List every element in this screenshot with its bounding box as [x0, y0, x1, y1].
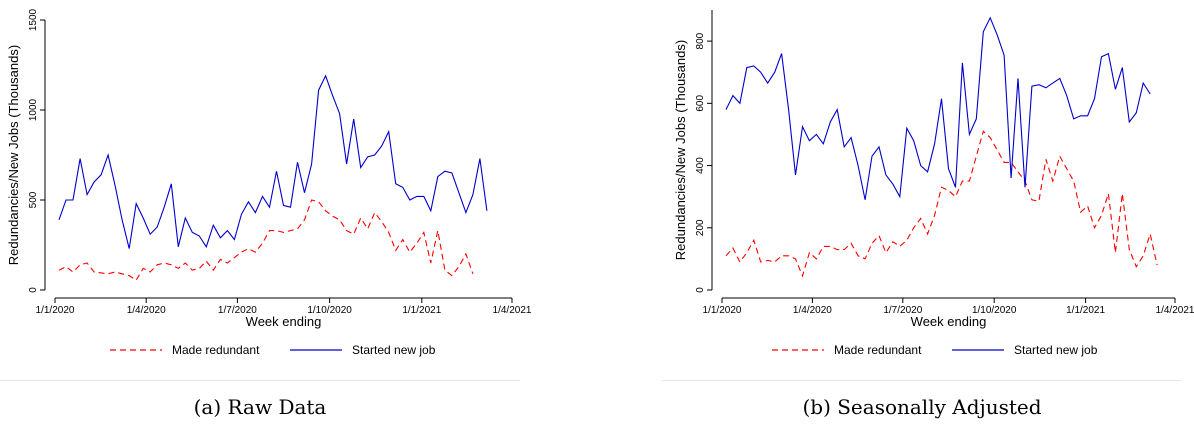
x-tick-label: 1/1/2021 [402, 305, 441, 316]
caption-seasonally-adjusted: (b) Seasonally Adjusted [802, 395, 1042, 419]
y-tick-label: 800 [695, 32, 706, 49]
series-line-started-new-job [725, 16, 1151, 200]
y-tick-label: 400 [695, 157, 706, 174]
y-tick-label: 0 [28, 287, 39, 293]
x-tick-label: 1/4/2021 [1156, 305, 1194, 316]
x-tick-label: 1/4/2021 [493, 305, 532, 316]
legend-background [662, 330, 1182, 381]
caption-raw-data: (a) Raw Data [193, 395, 327, 419]
y-tick-label: 0 [695, 287, 706, 293]
chart-panel-raw: 0 500 1000 1500 1/1/2020 1/4/2020 1/7/2020 1/10… [0, 0, 532, 385]
legend-background [0, 330, 520, 381]
y-tick-label: 1000 [28, 98, 39, 121]
x-axis-title: Week ending [911, 314, 987, 329]
legend-label-started-new-job: Started new job [1014, 343, 1098, 357]
chart-panel-seasonally-adjusted: 0 200 400 600 800 1/1/2020 1/4/2020 1/7/2020 1/1… [662, 0, 1194, 385]
line-chart: 0 500 1000 1500 1/1/2020 1/4/2020 1/7/2020 1/10… [6, 8, 532, 357]
series-line-made-redundant [58, 199, 474, 281]
series-line-started-new-job [58, 74, 488, 249]
legend-label-started-new-job: Started new job [352, 343, 436, 357]
y-axis-title: Redundancies/New Jobs (Thousands) [6, 45, 21, 265]
x-tick-label: 1/10/2020 [307, 305, 352, 316]
y-tick-label: 1500 [28, 8, 39, 31]
y-tick-label: 600 [695, 95, 706, 112]
x-axis-title: Week ending [246, 314, 322, 329]
x-tick-label: 1/7/2020 [218, 305, 257, 316]
x-tick-label: 1/1/2020 [703, 305, 742, 316]
x-tick-label: 1/10/2020 [972, 305, 1017, 316]
legend-label-made-redundant: Made redundant [834, 343, 922, 357]
axes [40, 19, 513, 303]
axes [707, 10, 1176, 303]
y-axis-title: Redundancies/New Jobs (Thousands) [673, 40, 688, 260]
y-tick-label: 200 [695, 219, 706, 236]
x-tick-label: 1/1/2020 [36, 305, 75, 316]
y-tick-label: 500 [28, 191, 39, 208]
line-chart: 0 200 400 600 800 1/1/2020 1/4/2020 1/7/2020 1/1… [673, 10, 1194, 357]
x-tick-label: 1/7/2020 [883, 305, 922, 316]
x-tick-label: 1/4/2020 [127, 305, 166, 316]
legend-label-made-redundant: Made redundant [172, 343, 260, 357]
series-line-made-redundant [725, 130, 1158, 278]
x-tick-label: 1/4/2020 [793, 305, 832, 316]
x-tick-label: 1/1/2021 [1066, 305, 1105, 316]
